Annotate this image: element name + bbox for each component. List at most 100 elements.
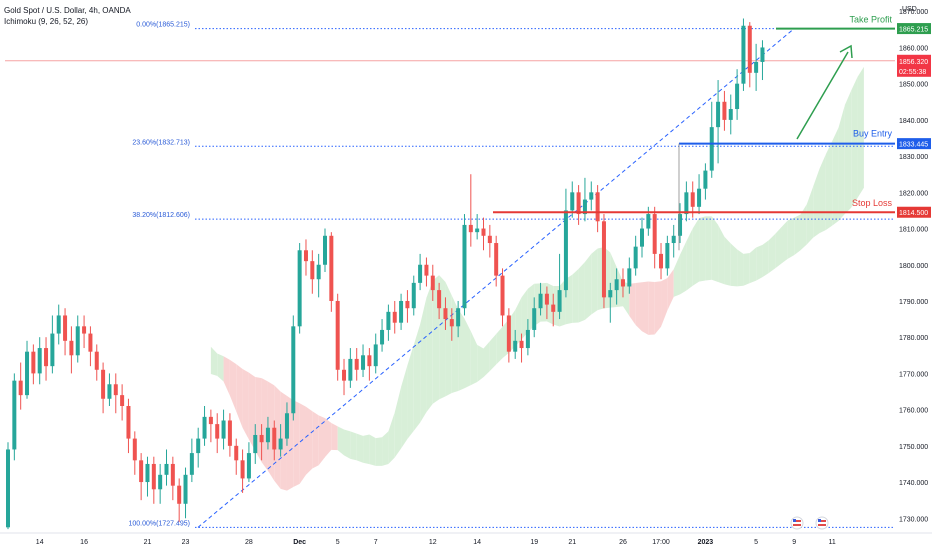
candle-body	[50, 333, 55, 367]
candle-body	[342, 369, 347, 381]
x-tick-label: 21	[568, 539, 576, 546]
cloud-segment	[420, 297, 427, 423]
candle-body	[284, 413, 289, 439]
candle-body	[633, 246, 638, 269]
candle-body	[278, 438, 283, 450]
cloud-segment	[654, 281, 662, 335]
cloud-segment	[768, 233, 776, 274]
candle-body	[481, 228, 486, 236]
cloud-segment	[350, 431, 357, 461]
us-flag-icon-ring	[815, 516, 829, 530]
candle-body	[652, 214, 657, 254]
cloud-segment	[305, 406, 313, 475]
x-tick-label: 26	[619, 539, 627, 546]
cloud-segment	[711, 216, 719, 282]
ichimoku-cloud	[210, 66, 864, 491]
bar-countdown: 02:55:38	[899, 69, 926, 76]
us-flag-icon-stripe	[818, 524, 826, 526]
x-tick-label: 5	[336, 539, 340, 546]
candle-body	[513, 340, 518, 352]
cloud-segment	[705, 216, 712, 281]
current-price-label: 1856.320	[899, 59, 928, 66]
currency-label: USD	[902, 6, 917, 13]
candle-body	[468, 224, 473, 233]
candle-body	[487, 235, 492, 244]
cloud-segment	[464, 318, 471, 389]
candle-body	[373, 344, 378, 367]
cloud-segment	[781, 220, 788, 264]
candle-body	[196, 438, 201, 454]
candle-body	[44, 348, 49, 367]
cloud-segment	[642, 281, 649, 335]
candle-body	[399, 300, 404, 323]
candle-body	[101, 369, 106, 399]
candle-body	[291, 326, 296, 414]
candle-body	[665, 243, 670, 269]
candle-body	[760, 47, 765, 62]
cloud-segment	[363, 434, 370, 465]
cloud-segment	[458, 309, 465, 392]
y-tick-label: 1870.000	[899, 9, 928, 16]
candle-body	[659, 253, 664, 269]
x-tick-label: 7	[374, 539, 378, 546]
candle-body	[297, 250, 302, 327]
cloud-segment	[629, 283, 636, 325]
candle-body	[120, 395, 125, 406]
cloud-segment	[261, 378, 268, 471]
candle-body	[608, 290, 613, 298]
x-tick-label: 28	[245, 539, 253, 546]
candle-body	[265, 427, 270, 443]
candle-body	[208, 416, 213, 425]
candle-body	[202, 416, 207, 439]
x-tick-label: 19	[530, 539, 538, 546]
candle-body	[37, 348, 42, 374]
price-axis	[895, 0, 932, 550]
candle-body	[563, 210, 568, 291]
cloud-segment	[743, 252, 750, 286]
cloud-segment	[806, 186, 814, 245]
candle-body	[709, 127, 714, 171]
buy-entry-price-label: 1833.445	[899, 142, 928, 149]
fib-level-label: 0.00%(1865.215)	[136, 22, 190, 29]
candle-body	[582, 199, 587, 215]
cloud-segment	[515, 297, 522, 347]
candle-body	[107, 384, 112, 399]
x-tick-label: 21	[144, 539, 152, 546]
stop-loss-price-label: 1814.500	[899, 210, 928, 217]
candle-body	[82, 326, 87, 334]
x-tick-label: 11	[829, 539, 836, 546]
fib-level-label: 100.00%(1727.495)	[129, 520, 191, 527]
x-tick-label: 14	[473, 539, 481, 546]
candle-body	[519, 340, 524, 349]
y-tick-label: 1840.000	[899, 118, 928, 125]
candle-body	[246, 453, 251, 479]
candle-body	[253, 434, 258, 454]
cloud-segment	[775, 227, 782, 269]
candle-body	[354, 358, 359, 370]
stop-loss-tag	[897, 206, 931, 218]
candle-body	[671, 235, 676, 244]
x-tick-label: 14	[36, 539, 44, 546]
cloud-segment	[496, 326, 503, 365]
candle-body	[589, 192, 594, 200]
y-tick-label: 1780.000	[899, 335, 928, 342]
y-tick-label: 1740.000	[899, 480, 928, 487]
candle-body	[576, 192, 581, 215]
x-tick-label: 12	[429, 539, 437, 546]
cloud-segment	[223, 356, 230, 396]
candle-body	[63, 315, 68, 341]
cloud-segment	[394, 386, 402, 458]
take-profit-label: Take Profit	[849, 15, 892, 25]
cloud-segment	[800, 204, 807, 251]
cloud-segment	[794, 214, 801, 256]
cloud-segment	[622, 281, 630, 316]
candle-body	[12, 380, 17, 450]
candle-body	[25, 351, 30, 396]
candle-body	[56, 315, 61, 334]
cloud-segment	[591, 248, 598, 315]
cloud-segment	[572, 268, 579, 323]
candle-body	[456, 308, 461, 327]
candle-body	[234, 445, 239, 461]
